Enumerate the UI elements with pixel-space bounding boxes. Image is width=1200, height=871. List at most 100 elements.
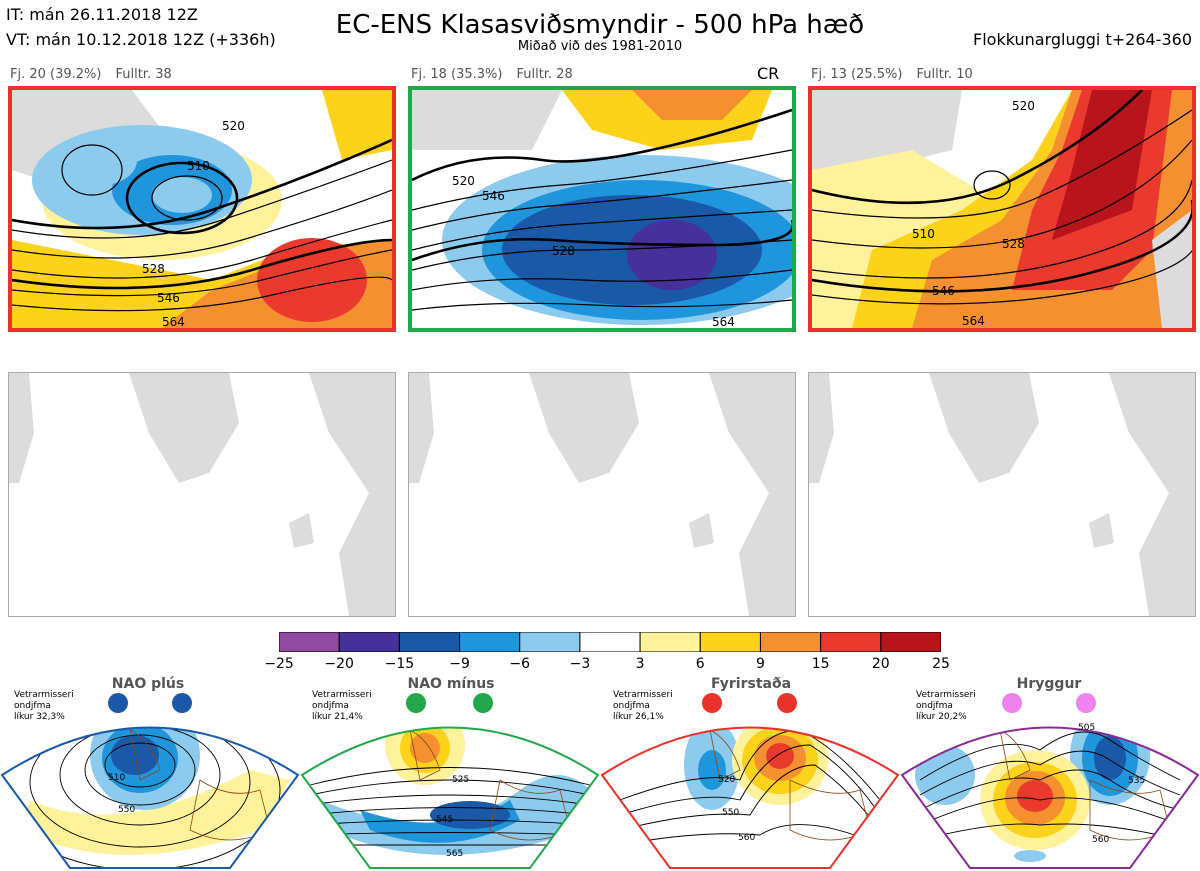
- empty-map-3: [808, 372, 1196, 617]
- months-label: ondjfma: [916, 701, 953, 711]
- regime-2-stats: Vetrarmisseri ondjfma líkur 21,4%: [312, 690, 372, 723]
- probability-label: líkur 20,2%: [916, 712, 967, 722]
- season-label: Vetrarmisseri: [14, 690, 74, 700]
- contour-label: 510: [912, 227, 935, 241]
- cluster-3-map: 510 520 528 546 564: [808, 86, 1196, 332]
- regime-3-dot-left: [702, 693, 722, 713]
- colorbar-tick-label: −6: [509, 656, 531, 672]
- colorbar: [278, 631, 942, 653]
- regime-2-dot-left: [406, 693, 426, 713]
- colorbar-swatches: [278, 631, 942, 653]
- regime-1-contour-label: 550: [118, 805, 135, 815]
- contour-label: 528: [142, 262, 165, 276]
- contour-label: 510: [187, 159, 210, 173]
- valid-time-label: VT: mán 10.12.2018 12Z (+336h): [6, 30, 276, 49]
- colorbar-swatch: [398, 631, 461, 653]
- colorbar-tick-label: 9: [755, 656, 765, 672]
- regime-4-dot-left: [1002, 693, 1022, 713]
- cluster-1-anomaly-field: 510 520 528 546 564: [12, 90, 392, 328]
- cluster-2-anomaly-field: 520 528 546 564: [412, 90, 792, 328]
- classification-window-label: Flokkunargluggi t+264-360: [973, 30, 1192, 49]
- months-label: ondjfma: [14, 701, 51, 711]
- colorbar-tick-label: −25: [264, 656, 294, 672]
- regime-3-dot-right: [777, 693, 797, 713]
- cluster-3-anomaly-field: 510 520 528 546 564: [812, 90, 1192, 328]
- regime-1-map: [2, 727, 298, 868]
- regime-4-contour-label: 535: [1128, 776, 1145, 786]
- colorbar-swatch: [278, 631, 340, 653]
- probability-label: líkur 26,1%: [613, 712, 664, 722]
- cluster-2-representative: Fulltr. 28: [516, 67, 573, 82]
- regime-3-name: Fyrirstaða: [710, 676, 792, 692]
- probability-label: líkur 21,4%: [312, 712, 363, 722]
- regime-3-contour-label: 550: [722, 808, 739, 818]
- probability-label: líkur 32,3%: [14, 712, 65, 722]
- months-label: ondjfma: [613, 701, 650, 711]
- regime-4-map: [902, 727, 1198, 868]
- regime-1-dot-left: [108, 693, 128, 713]
- page-title: EC-ENS Klasasviðsmyndir - 500 hPa hæð: [335, 10, 865, 40]
- colorbar-swatch: [639, 631, 701, 653]
- cluster-3-label: Fj. 13 (25.5%) Fulltr. 10: [811, 67, 987, 82]
- regime-2-map: [302, 727, 598, 868]
- colorbar-swatch: [820, 631, 882, 653]
- colorbar-swatch: [759, 631, 822, 653]
- cluster-3-representative: Fulltr. 10: [916, 67, 973, 82]
- contour-label: 528: [552, 244, 575, 258]
- contour-label: 564: [962, 314, 985, 328]
- regime-maps: 510 550 525 545 565: [0, 723, 1200, 869]
- colorbar-swatch: [699, 631, 761, 653]
- season-label: Vetrarmisseri: [613, 690, 673, 700]
- colorbar-swatch: [579, 631, 641, 653]
- cluster-2-cr-tag: CR: [757, 64, 780, 83]
- colorbar-tick-label: 25: [932, 656, 950, 672]
- cluster-1-label: Fj. 20 (39.2%) Fulltr. 38: [10, 67, 186, 82]
- regime-4-dot-right: [1076, 693, 1096, 713]
- season-label: Vetrarmisseri: [312, 690, 372, 700]
- contour-label: 546: [482, 189, 505, 203]
- empty-map-1: [8, 372, 396, 617]
- regime-4-name: Hryggur: [1016, 676, 1082, 692]
- contour-label: 564: [712, 315, 735, 328]
- cluster-2-map: 520 528 546 564: [408, 86, 796, 332]
- cluster-2-label: Fj. 18 (35.3%) Fulltr. 28: [411, 67, 587, 82]
- empty-map-2: [408, 372, 796, 617]
- regime-4-stats: Vetrarmisseri ondjfma líkur 20,2%: [916, 690, 976, 723]
- contour-label: 520: [222, 119, 245, 133]
- colorbar-tick-label: −9: [449, 656, 470, 672]
- contour-label: 546: [932, 284, 955, 298]
- regime-1-contour-label: 510: [108, 773, 125, 783]
- cluster-2-count: Fj. 18 (35.3%): [411, 67, 503, 82]
- contour-label: 528: [1002, 237, 1025, 251]
- regime-2-contour-label: 565: [446, 849, 463, 859]
- regime-2-contour-label: 525: [452, 775, 469, 785]
- colorbar-tick-label: 20: [871, 656, 890, 672]
- months-label: ondjfma: [312, 701, 349, 711]
- colorbar-tick-label: 3: [635, 656, 645, 672]
- colorbar-swatch: [459, 631, 521, 653]
- contour-label: 520: [1012, 99, 1035, 113]
- regime-3-stats: Vetrarmisseri ondjfma líkur 26,1%: [613, 690, 673, 723]
- contour-label: 546: [157, 291, 180, 305]
- regime-2-contour-label: 545: [436, 815, 453, 825]
- contour-label: 520: [452, 174, 475, 188]
- colorbar-swatch: [519, 631, 581, 653]
- regime-1-name: NAO plús: [111, 676, 185, 692]
- regime-1-dot-right: [172, 693, 192, 713]
- regime-3-contour-label: 560: [738, 833, 755, 843]
- cluster-1-representative: Fulltr. 38: [115, 67, 172, 82]
- colorbar-tick-label: −20: [324, 656, 354, 672]
- colorbar-tick-label: 6: [695, 656, 705, 672]
- colorbar-swatch: [338, 631, 400, 653]
- cluster-1-count: Fj. 20 (39.2%): [10, 67, 102, 82]
- cluster-3-count: Fj. 13 (25.5%): [811, 67, 903, 82]
- cluster-1-map: 510 520 528 546 564: [8, 86, 396, 332]
- regime-4-contour-label: 560: [1092, 835, 1109, 845]
- regime-4-contour-label: 505: [1078, 723, 1095, 733]
- climatology-subtitle: Miðað við des 1981-2010: [517, 39, 683, 54]
- regime-3-map: [602, 727, 898, 868]
- initial-time-label: IT: mán 26.11.2018 12Z: [6, 5, 198, 24]
- regime-2-dot-right: [473, 693, 493, 713]
- regime-2-name: NAO mínus: [407, 676, 495, 692]
- regime-3-contour-label: 520: [718, 775, 735, 785]
